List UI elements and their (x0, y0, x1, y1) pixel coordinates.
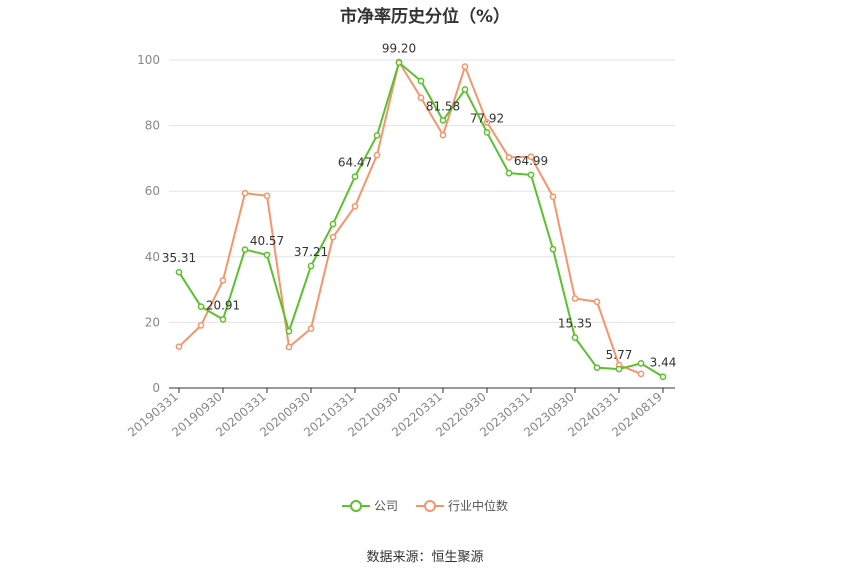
data-point (175, 343, 183, 351)
y-tick-label: 0 (152, 381, 160, 395)
data-point (417, 77, 425, 85)
data-label: 20.91 (206, 298, 240, 312)
data-point (439, 117, 447, 124)
data-point (505, 169, 513, 177)
data-point (593, 364, 601, 372)
data-point (461, 63, 469, 70)
data-point (439, 131, 447, 139)
data-labels: 35.31 20.91 40.57 37.21 64.47 99.20 81.58 77.92… (162, 42, 677, 370)
data-point (219, 316, 227, 323)
data-label: 5.77 (606, 348, 633, 362)
y-tick-label: 20 (145, 315, 160, 329)
axes: 0204060801002019033120190930202003312020… (125, 53, 675, 440)
data-point (659, 373, 667, 381)
data-point (395, 59, 403, 66)
data-label: 3.44 (650, 356, 677, 370)
chart-title: 市净率历史分位（%） (339, 7, 511, 27)
legend-item-company[interactable]: 公司 (341, 497, 398, 514)
series-lines (175, 58, 667, 381)
legend-label-company: 公司 (373, 499, 398, 513)
data-source: 数据来源：恒生聚源 (366, 550, 484, 565)
data-point (615, 365, 623, 373)
data-point (241, 189, 249, 197)
data-point (483, 118, 491, 126)
data-point (483, 129, 491, 136)
data-point (329, 220, 337, 228)
legend-label-industry: 行业中位数 (448, 499, 509, 513)
data-point (175, 268, 183, 276)
legend-marker-icon (341, 499, 370, 512)
y-tick-label: 80 (145, 119, 160, 133)
legend-marker-icon (416, 499, 444, 512)
legend: 公司 行业中位数 (0, 497, 850, 514)
data-label: 15.35 (558, 317, 592, 331)
data-label: 40.57 (250, 234, 284, 248)
data-point (307, 325, 315, 332)
data-point (593, 298, 601, 306)
data-point (637, 370, 645, 378)
data-label: 64.99 (514, 154, 548, 168)
data-point (263, 192, 271, 200)
data-point (637, 360, 645, 367)
data-point (461, 86, 469, 93)
data-label: 64.47 (338, 156, 372, 170)
data-point (505, 154, 513, 161)
series-line (178, 60, 642, 375)
data-point (329, 233, 337, 241)
data-point (549, 245, 557, 253)
data-point (307, 262, 315, 270)
data-point (241, 246, 249, 253)
data-point (285, 327, 293, 335)
y-tick-label: 100 (137, 53, 160, 67)
data-point (197, 303, 205, 311)
data-point (373, 151, 381, 159)
data-label: 99.20 (382, 42, 416, 56)
data-point (263, 251, 271, 259)
data-label: 35.31 (162, 251, 196, 265)
data-point (351, 173, 359, 180)
data-point (219, 277, 227, 284)
data-label: 77.92 (470, 111, 504, 125)
data-point (417, 94, 425, 102)
data-point (571, 334, 579, 342)
data-label: 37.21 (294, 245, 328, 259)
y-tick-label: 60 (145, 184, 160, 198)
data-point (197, 322, 205, 329)
data-point (373, 132, 381, 139)
legend-item-industry[interactable]: 行业中位数 (416, 497, 508, 514)
data-point (527, 153, 535, 161)
y-tick-label: 40 (145, 250, 160, 264)
data-point (549, 193, 557, 201)
data-point (527, 171, 535, 179)
data-point (571, 295, 579, 302)
data-point (285, 343, 293, 351)
data-point (351, 202, 359, 210)
data-label: 81.58 (426, 99, 460, 113)
grid-lines (169, 59, 675, 323)
